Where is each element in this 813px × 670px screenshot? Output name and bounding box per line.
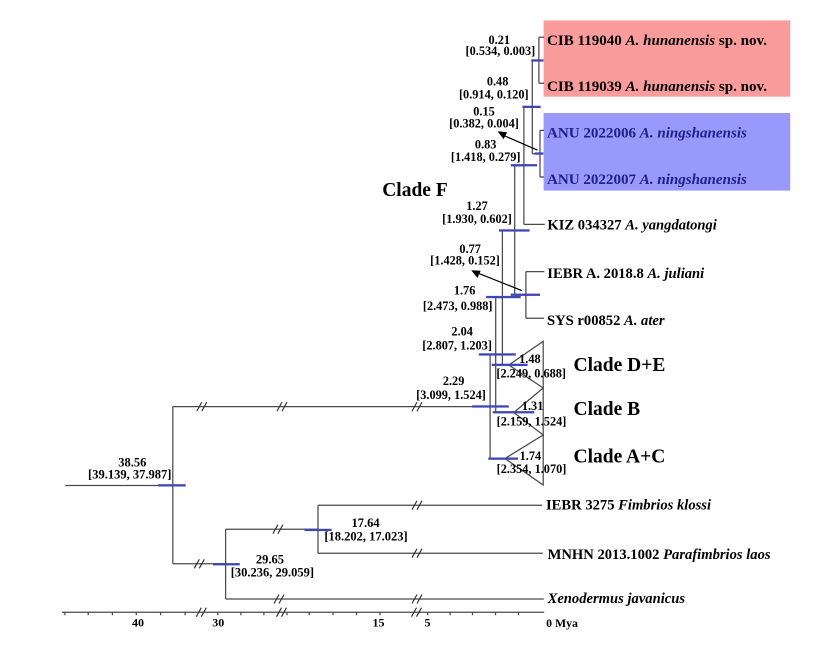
svg-text:[3.099, 1.524]: [3.099, 1.524]: [416, 388, 486, 402]
svg-text:[2.354, 1.070]: [2.354, 1.070]: [497, 462, 567, 476]
svg-text:38.56: 38.56: [118, 455, 146, 469]
svg-text:0.83: 0.83: [475, 138, 497, 152]
svg-text:Clade A+C: Clade A+C: [574, 447, 666, 468]
svg-text:30: 30: [212, 616, 224, 630]
svg-text:[30.236, 29.059]: [30.236, 29.059]: [231, 565, 314, 579]
svg-text:Clade B: Clade B: [574, 399, 641, 420]
svg-text:ANU 2022006 A. ningshanensis: ANU 2022006 A. ningshanensis: [547, 126, 747, 142]
svg-text:[2.159, 1.524]: [2.159, 1.524]: [497, 414, 567, 428]
svg-text:[2.807, 1.203]: [2.807, 1.203]: [422, 339, 492, 353]
svg-text:0.15: 0.15: [473, 104, 495, 118]
svg-text:MNHN 2013.1002 Parafimbrios la: MNHN 2013.1002 Parafimbrios laos: [548, 547, 771, 563]
svg-text:0.21: 0.21: [489, 33, 511, 47]
svg-text:[0.914, 0.120]: [0.914, 0.120]: [459, 87, 529, 101]
svg-text:[2.473, 0.988]: [2.473, 0.988]: [423, 299, 493, 313]
svg-text:2.04: 2.04: [451, 325, 473, 339]
svg-text:2.29: 2.29: [443, 374, 465, 388]
svg-text:SYS r00852 A. ater: SYS r00852 A. ater: [547, 313, 665, 329]
svg-text:0.48: 0.48: [487, 74, 509, 88]
svg-text:[1.428, 0.152]: [1.428, 0.152]: [430, 253, 500, 267]
svg-text:5: 5: [425, 616, 431, 630]
svg-text:1.74: 1.74: [520, 449, 542, 463]
svg-text:Clade F: Clade F: [382, 180, 448, 201]
svg-text:[0.382, 0.004]: [0.382, 0.004]: [449, 116, 519, 130]
svg-text:[1.418, 0.279]: [1.418, 0.279]: [451, 150, 521, 164]
svg-text:ANU 2022007 A. ningshanensis: ANU 2022007 A. ningshanensis: [547, 172, 747, 188]
svg-text:CIB 119040 A. hunanensis sp. n: CIB 119040 A. hunanensis sp. nov.: [547, 33, 767, 49]
svg-text:CIB 119039 A. hunanensis sp. n: CIB 119039 A. hunanensis sp. nov.: [547, 79, 767, 95]
svg-text:29.65: 29.65: [256, 553, 284, 567]
svg-text:[39.139, 37.987]: [39.139, 37.987]: [88, 467, 171, 481]
svg-text:1.48: 1.48: [519, 352, 541, 366]
svg-text:[1.930, 0.602]: [1.930, 0.602]: [442, 212, 512, 226]
svg-text:40: 40: [132, 616, 144, 630]
svg-text:1.27: 1.27: [466, 199, 488, 213]
svg-text:0.77: 0.77: [459, 242, 481, 256]
svg-text:[0.534, 0.003]: [0.534, 0.003]: [466, 44, 536, 58]
svg-text:IEBR 3275 Fimbrios klossi: IEBR 3275 Fimbrios klossi: [546, 497, 711, 513]
svg-text:15: 15: [373, 616, 385, 630]
svg-text:1.76: 1.76: [454, 283, 476, 297]
svg-text:Clade D+E: Clade D+E: [574, 355, 666, 376]
svg-text:17.64: 17.64: [352, 516, 381, 530]
svg-text:KIZ 034327 A. yangdatongi: KIZ 034327 A. yangdatongi: [547, 218, 716, 234]
svg-text:IEBR A. 2018.8 A. juliani: IEBR A. 2018.8 A. juliani: [547, 266, 704, 282]
svg-text:1.31: 1.31: [522, 399, 544, 413]
svg-text:[2.249, 0.688]: [2.249, 0.688]: [496, 367, 566, 381]
svg-text:[18.202, 17.023]: [18.202, 17.023]: [324, 530, 407, 544]
svg-text:0 Mya: 0 Mya: [546, 616, 578, 630]
svg-text:Xenodermus javanicus: Xenodermus javanicus: [547, 591, 686, 607]
